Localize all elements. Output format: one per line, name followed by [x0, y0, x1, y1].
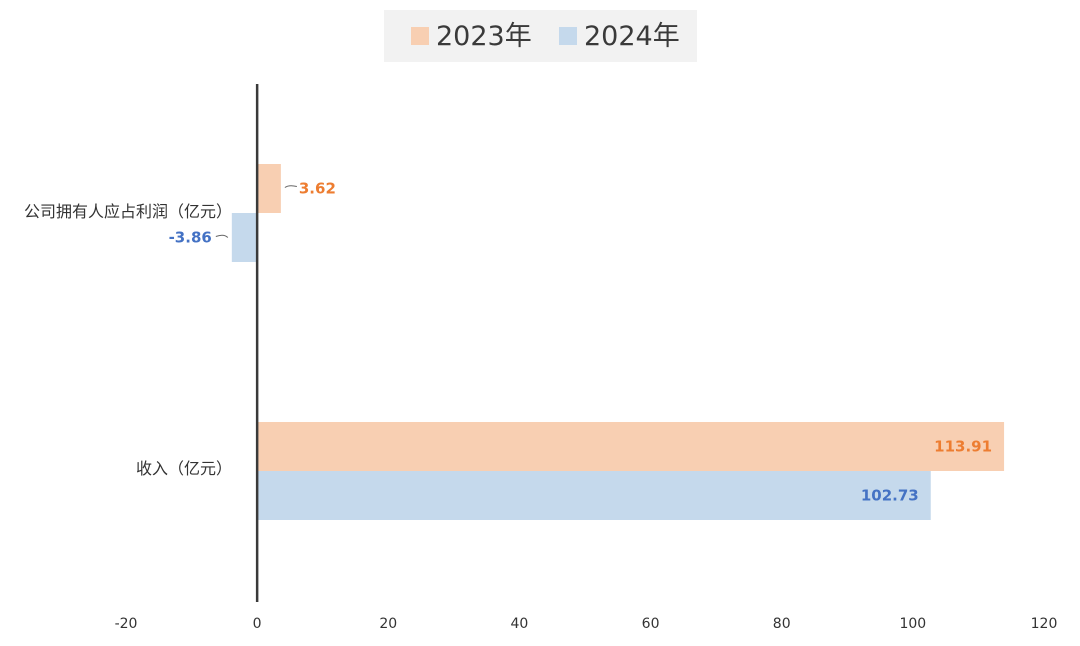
x-tick-label: 100 — [899, 616, 926, 632]
data-label-2023-profit: 3.62 — [299, 180, 336, 198]
x-tick-label: 20 — [379, 616, 397, 632]
data-label-2023-revenue: 113.91 — [934, 438, 992, 456]
x-tick-label: 120 — [1031, 616, 1058, 632]
bar-2023-revenue — [257, 422, 1005, 471]
data-label-leader — [215, 234, 229, 238]
x-tick-label: 0 — [253, 616, 262, 632]
legend-swatch-2024 — [559, 27, 577, 45]
data-label-leader — [284, 185, 298, 188]
bars-layer — [231, 164, 1005, 520]
category-label-profit: 公司拥有人应占利润（亿元） — [24, 202, 232, 221]
bar-2023-profit — [257, 164, 281, 213]
category-label-revenue: 收入（亿元） — [136, 459, 232, 478]
legend-label-2024: 2024年 — [584, 21, 680, 52]
chart-legend: 2023年 2024年 — [384, 10, 697, 62]
bar-2024-profit — [231, 213, 258, 262]
axis-layer: -20 0 20 40 60 80 100 120 — [115, 84, 1058, 632]
x-tick-label: 40 — [511, 616, 529, 632]
data-label-2024-profit: -3.86 — [169, 229, 212, 247]
legend-label-2023: 2023年 — [436, 21, 532, 52]
labels-layer: 公司拥有人应占利润（亿元） 收入（亿元） 3.62 113.91 -3.86 102.73 — [24, 180, 992, 505]
legend-background — [384, 10, 697, 62]
bar-2024-revenue — [257, 471, 931, 520]
data-label-2024-revenue: 102.73 — [861, 487, 919, 505]
legend-swatch-2023 — [411, 27, 429, 45]
x-tick-label: 60 — [642, 616, 660, 632]
x-tick-label: 80 — [773, 616, 791, 632]
x-tick-label: -20 — [115, 616, 138, 632]
